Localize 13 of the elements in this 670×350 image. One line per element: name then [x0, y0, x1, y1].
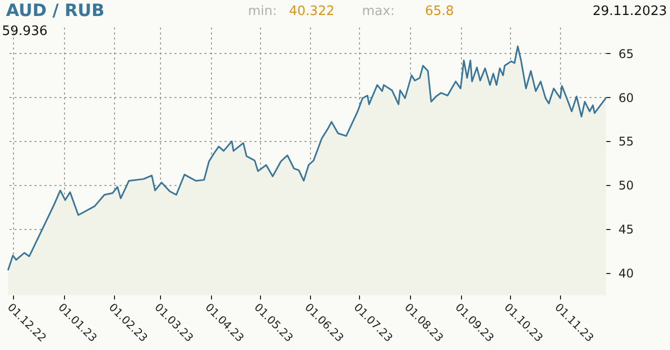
text: 65.8: [425, 4, 454, 19]
text: min:: [248, 4, 277, 19]
annotation: 59.936: [2, 24, 48, 39]
chart-title: AUD / RUB: [6, 1, 104, 21]
text: max:: [362, 4, 395, 19]
y-tick-label: 60: [618, 90, 634, 105]
y-tick-label: 65: [618, 46, 634, 61]
text: 29.11.2023: [592, 4, 667, 19]
y-tick-label: 45: [618, 222, 634, 237]
y-tick-label: 40: [618, 266, 634, 281]
y-tick-label: 55: [618, 134, 634, 149]
y-tick-label: 50: [618, 178, 634, 193]
text: 40.322: [289, 4, 334, 19]
